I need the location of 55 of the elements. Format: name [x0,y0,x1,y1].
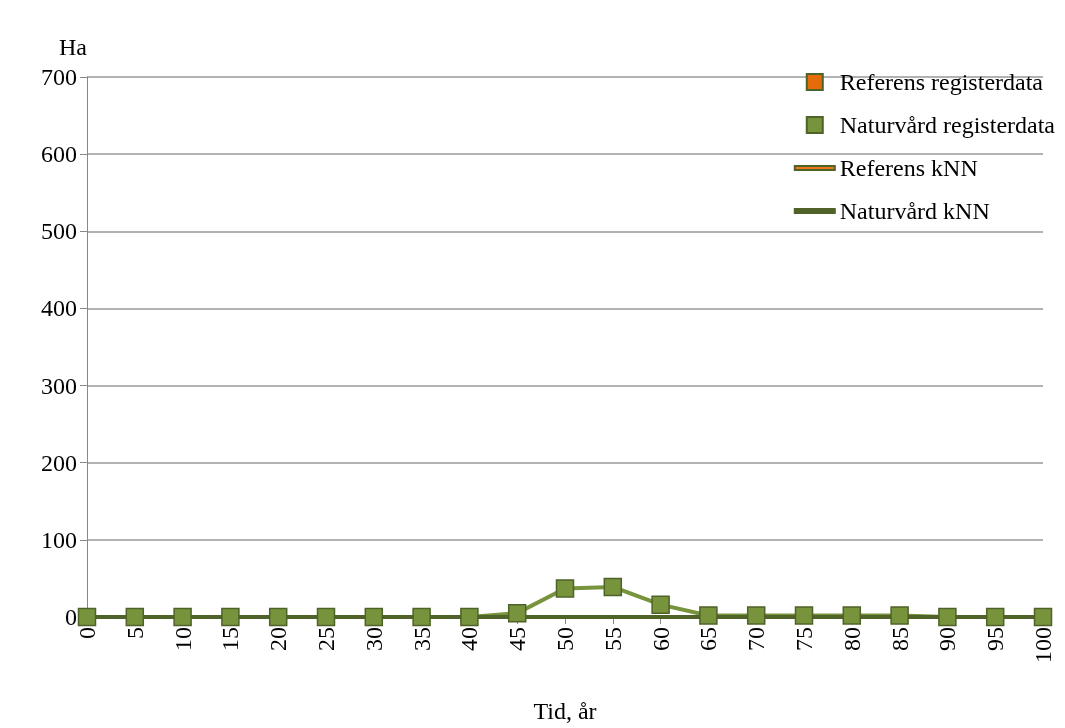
point [938,607,957,627]
point [125,607,145,627]
point [364,607,384,627]
x-tick-label: 60 [647,627,674,651]
x-tick-label: 90 [934,627,961,651]
point [173,607,192,627]
x-tick-label: 15 [217,627,244,651]
x-tick-label: 75 [791,627,817,651]
x-tick-label: 40 [456,627,483,651]
point [890,606,909,625]
point [412,607,431,627]
point [316,607,336,627]
point [77,607,97,627]
point [1033,607,1053,627]
point [699,606,718,625]
point [985,607,1005,627]
point [651,595,670,614]
point [555,579,575,598]
legend-label: Referens registerdata [839,69,1044,95]
y-tick-label: 400 [41,295,77,322]
x-tick-label: 50 [552,627,578,651]
point [842,606,862,625]
legend-label: Referens kNN [839,155,978,181]
point [460,607,479,627]
x-axis-title: Tid, år [533,698,597,724]
legend-label: Naturvård registerdata [839,112,1056,138]
x-tick-label: 70 [743,627,770,651]
x-tick-label: 65 [695,627,722,651]
y-tick-label: 100 [41,526,77,553]
y-tick-label: 300 [41,372,77,399]
x-tick-label: 30 [360,627,387,651]
point [268,607,288,627]
y-tick-label: 600 [41,141,77,168]
x-tick-label: 95 [982,627,1009,651]
point [507,603,527,623]
y-axis-title: Ha [59,34,88,60]
x-tick-label: 25 [313,627,339,651]
point [794,606,814,625]
x-tick-label: 20 [265,627,292,651]
x-tick-label: 10 [169,627,196,651]
x-tick-label: 100 [1030,627,1056,663]
x-tick-label: 80 [838,627,865,651]
x-tick-label: 85 [886,627,913,651]
x-tick-label: 5 [121,627,148,639]
legend-label: Naturvård kNN [839,198,990,224]
x-tick-label: 55 [599,627,626,651]
y-tick-label: 200 [41,449,77,476]
point [221,607,240,627]
point [603,577,623,597]
x-tick-label: 45 [504,627,531,651]
point [746,606,766,625]
y-tick-label: 500 [41,218,77,245]
x-tick-label: 0 [74,627,100,639]
x-tick-label: 35 [408,627,435,651]
y-tick-label: 700 [41,64,77,90]
